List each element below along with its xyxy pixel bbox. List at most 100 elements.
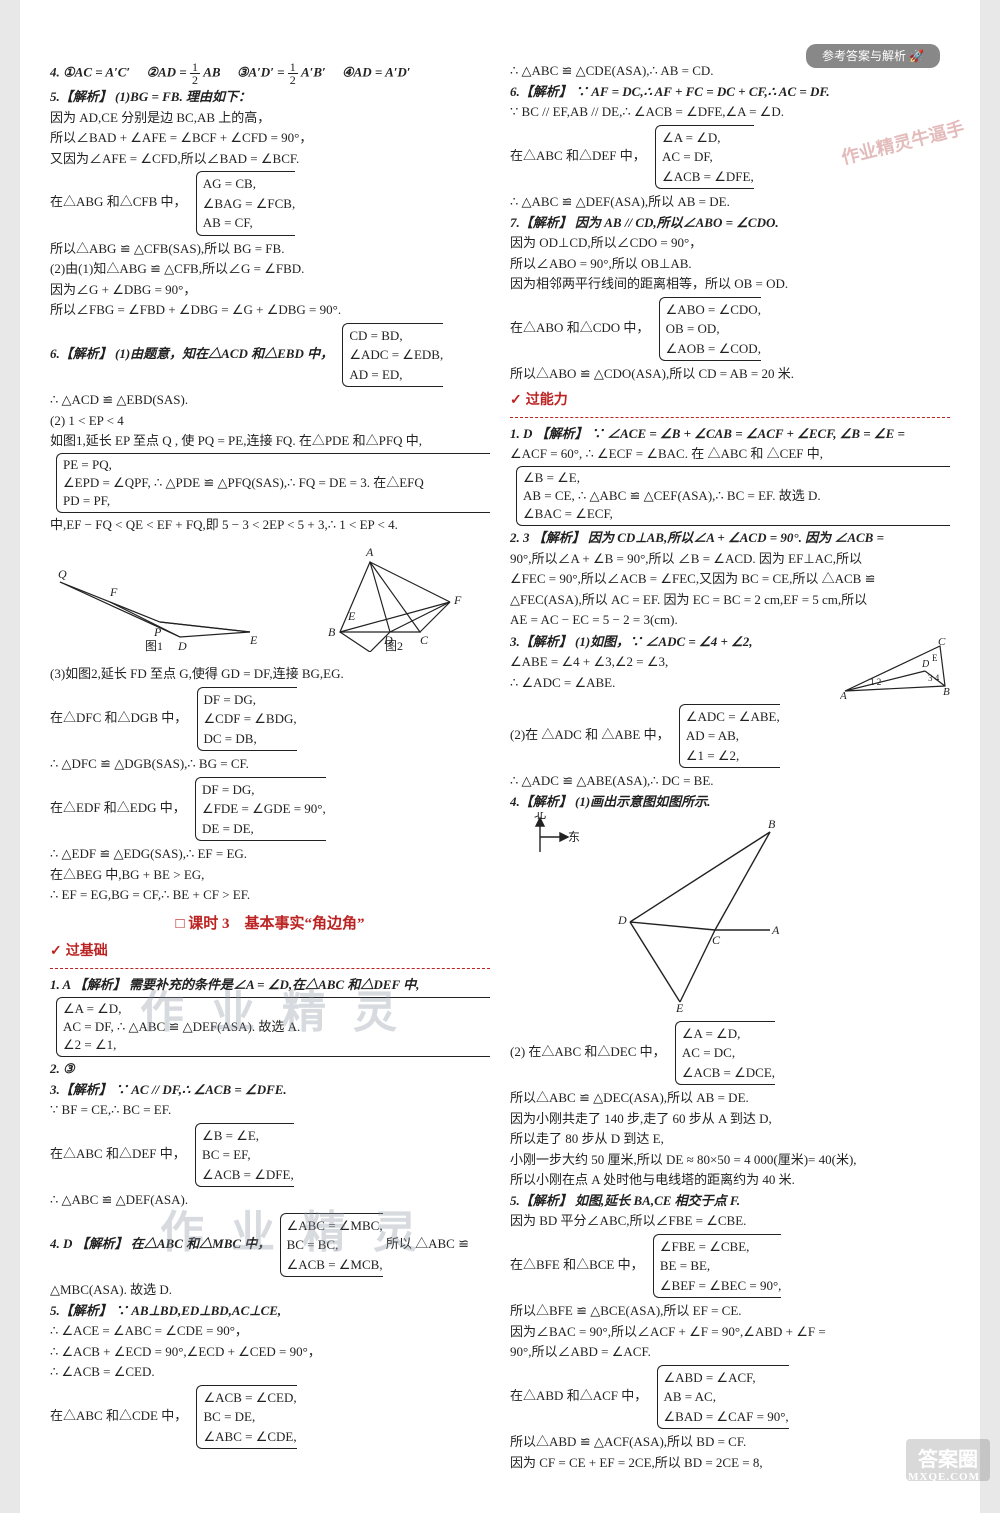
rq7-head: 7.【解析】 因为 AB // CD,所以∠ABO = ∠CDO. [510,213,950,233]
c3: ∠2 = ∠1, [63,1036,490,1054]
c1: ∠A = ∠D, [63,1000,490,1018]
b5-l3: ∴ ∠ACB = ∠CED. [50,1362,490,1382]
brace: ∠FBE = ∠CBE, BE = BE, ∠BEF = ∠BEC = 90°, [653,1234,782,1299]
brace: ∠A = ∠D, AC = DF, ∠ACB = ∠DFE, [655,125,754,190]
c1: ∠B = ∠E, [202,1128,259,1143]
c1: ∠FBE = ∠CBE, [660,1239,750,1254]
q4-b: ②AD = [146,64,186,79]
n5-brace2-row: 在△ABD 和△ACF 中， ∠ABD = ∠ACF, AB = AC, ∠BA… [510,1363,950,1432]
svg-text:G: G [364,651,373,652]
b2: 2. ③ [50,1059,490,1079]
b5-head: 5.【解析】 ∵ AB⊥BD,ED⊥BD,AC⊥CE, [50,1301,490,1321]
n5-l1: 因为 BD 平分∠ABC,所以∠FBE = ∠CBE. [510,1211,950,1231]
triangle-figure: A B C D E 1 2 3 4 [840,631,950,701]
page: 参考答案与解析 🚀 4. ①AC = A′C′ ②AD = 12 AB ③A′D… [20,0,980,1513]
b3-l1: ∵ BF = CE,∴ BC = EF. [50,1100,490,1120]
n3-l1: ∠ABE = ∠4 + ∠3,∠2 = ∠3, [510,652,834,672]
c3: ∠AOB = ∠COD, [666,341,761,356]
n4-l4: 小刚一步大约 50 厘米,所以 DE ≈ 80×50 = 4 000(厘米)= … [510,1150,950,1170]
rq7-l2: 所以∠ABO = 90°,所以 OB⊥AB. [510,254,950,274]
d3: ∠BAD = ∠CAF = 90°, [664,1409,789,1424]
svg-text:D: D [617,913,627,927]
rq6-l1: ∵ BC // EF,AB // DE,∴ ∠ACB = ∠DFE,∠A = ∠… [510,102,950,122]
n2-l2: ∠FEC = 90°,所以∠ACB = ∠FEC,又因为 BC = CE,所以 … [510,569,950,589]
n2-l4: AE = AC − EC = 5 − 2 = 3(cm). [510,610,950,630]
intro: 在△ABO 和△CDO 中， [510,320,649,335]
rq7-l3: 因为相邻两平行线间的距离相等，所以 OB = OD. [510,274,950,294]
q5-l3: 又因为∠AFE = ∠CFD,所以∠BAD = ∠BCF. [50,149,490,169]
svg-text:C: C [938,636,946,648]
c2: BC = BC, [287,1237,339,1252]
brace: ∠ABD = ∠ACF, AB = AC, ∠BAD = ∠CAF = 90°, [657,1365,789,1430]
c3: ∠ACB = ∠DFE, [662,169,754,184]
brace: ∠ADC = ∠ABE, AD = AB, ∠1 = ∠2, [679,704,780,769]
b5-l2: ∴ ∠ACB + ∠ECD = 90°,∠ECD + ∠CED = 90°， [50,1342,490,1362]
bb2: ∠EPD = ∠QPF, ∴ △PDE ≌ △PFQ(SAS),∴ FQ = D… [63,474,490,492]
d2: AB = AC, [664,1389,716,1404]
b1-head: 1. A 【解析】 需要补充的条件是∠A = ∠D,在△ABC 和△DEF 中, [50,975,490,995]
c3: ∠ACB = ∠DFE, [202,1167,294,1182]
brace: DF = DG, ∠FDE = ∠GDE = 90°, DE = DE, [195,777,326,842]
c3: ∠BAC = ∠ECF, [523,505,950,523]
svg-text:E: E [675,1001,684,1012]
c2: AC = DF, [662,149,713,164]
q5-head: 5.【解析】 (1)BG = FB. 理由如下： [50,87,490,107]
q6-l1: ∴ △ACD ≌ △EBD(SAS). [50,390,490,410]
d-intro: 在△EDF 和△EDG 中， [50,800,186,815]
svg-text:B: B [768,817,776,831]
rq6-brace-row: 在△ABC 和△DEF 中， ∠A = ∠D, AC = DF, ∠ACB = … [510,123,950,192]
c1: ∠ADC = ∠ABE, [686,709,780,724]
svg-text:E: E [347,609,356,623]
b5-l1: ∴ ∠ACE = ∠ABC = ∠CDE = 90°， [50,1321,490,1341]
b1: AG = CB, [203,176,256,191]
q6-d-row: 在△EDF 和△EDG 中， DF = DG, ∠FDE = ∠GDE = 90… [50,775,490,844]
svg-text:C: C [420,633,429,647]
fig1-label: 图1 [145,639,163,652]
n1-head: 1. D 【解析】 ∵ ∠ACE = ∠B + ∠CAB = ∠ACF + ∠E… [510,424,950,444]
n5-l5: 所以△ABD ≌ △ACF(ASA),所以 BD = CF. [510,1432,950,1452]
brace: ∠ACB = ∠CED, BC = DE, ∠ABC = ∠CDE, [196,1385,296,1450]
b3-l2: ∴ △ABC ≌ △DEF(ASA). [50,1190,490,1210]
intro: 在△ABC 和△DEF 中， [50,1146,186,1161]
n5-l3: 因为∠BAC = 90°,所以∠ACF + ∠F = 90°,∠ABD + ∠F… [510,1322,950,1342]
n5-head: 5.【解析】 如图,延长 BA,CE 相交于点 F. [510,1191,950,1211]
n4-l2: 因为小刚共走了 140 步,走了 60 步从 A 到达 D, [510,1109,950,1129]
n3-l3: ∴ △ADC ≌ △ABE(ASA),∴ DC = BE. [510,771,950,791]
n5-brace-row: 在△BFE 和△BCE 中， ∠FBE = ∠CBE, BE = BE, ∠BE… [510,1232,950,1301]
c2: AB = CE, ∴ △ABC ≌ △CEF(ASA),∴ BC = EF. 故… [523,487,950,505]
q4-line: 4. ①AC = A′C′ ②AD = 12 AB ③A′D′ = 12 A′B… [50,61,490,86]
d1: DF = DG, [202,782,254,797]
brace: AG = CB, ∠BAG = ∠FCB, AB = CF, [196,171,295,236]
c1: ∠ABC = ∠MBC, [287,1218,383,1233]
svg-text:C: C [712,933,721,947]
b1: CD = BD, [349,328,402,343]
svg-text:E: E [932,653,938,663]
svg-text:B: B [943,686,950,698]
q5-l6: 因为∠G + ∠DBG = 90°， [50,280,490,300]
rq7-brace-row: 在△ABO 和△CDO 中， ∠ABO = ∠CDO, OB = OD, ∠AO… [510,295,950,364]
q5-l1: 因为 AD,CE 分别是边 BC,AB 上的高， [50,108,490,128]
b4-row: 4. D 【解析】 在△ABC 和△MBC 中， ∠ABC = ∠MBC, BC… [50,1211,490,1280]
intro: 在△BFE 和△BCE 中， [510,1257,644,1272]
n3-brace-row: (2)在 △ADC 和 △ABE 中， ∠ADC = ∠ABE, AD = AB… [510,702,950,771]
b2: ∠BAG = ∠FCB, [203,196,295,211]
c1: ∠A = ∠D, [682,1026,740,1041]
d3: DE = DE, [202,821,254,836]
n3-head: 3.【解析】 (1)如图，∵ ∠ADC = ∠4 + ∠2, [510,632,834,652]
q4-c: ③A′D′ = [237,64,285,79]
n5-l2: 所以△BFE ≌ △BCE(ASA),所以 EF = CE. [510,1301,950,1321]
c2: BE = BE, [660,1258,710,1273]
svg-text:F: F [453,593,462,607]
q5-b-intro: 在△ABG 和△CFB 中， [50,194,187,209]
q5-l2: 所以∠BAD + ∠AFE = ∠BCF + ∠CFD = 90°， [50,128,490,148]
d1: ∠ABD = ∠ACF, [664,1370,756,1385]
brace: ∠B = ∠E, AB = CE, ∴ △ABC ≌ △CEF(ASA),∴ B… [516,466,950,527]
c3: ∠ACB = ∠DCE, [682,1065,775,1080]
brace: ∠ABO = ∠CDO, OB = OD, ∠AOB = ∠COD, [659,297,761,362]
right-column: ∴ △ABC ≌ △CDE(ASA),∴ AB = CD. 6.【解析】 ∵ A… [510,60,950,1473]
q6-l4: 中,EF − FQ < QE < EF + FQ,即 5 − 3 < 2EP <… [50,515,490,535]
b5-brace-row: 在△ABC 和△CDE 中， ∠ACB = ∠CED, BC = DE, ∠AB… [50,1383,490,1452]
c1: DF = DG, [204,692,256,707]
rq6-l2: ∴ △ABC ≌ △DEF(ASA),所以 AB = DE. [510,192,950,212]
q5-l5: (2)由(1)知△ABG ≌ △CFB,所以∠G = ∠FBD. [50,259,490,279]
